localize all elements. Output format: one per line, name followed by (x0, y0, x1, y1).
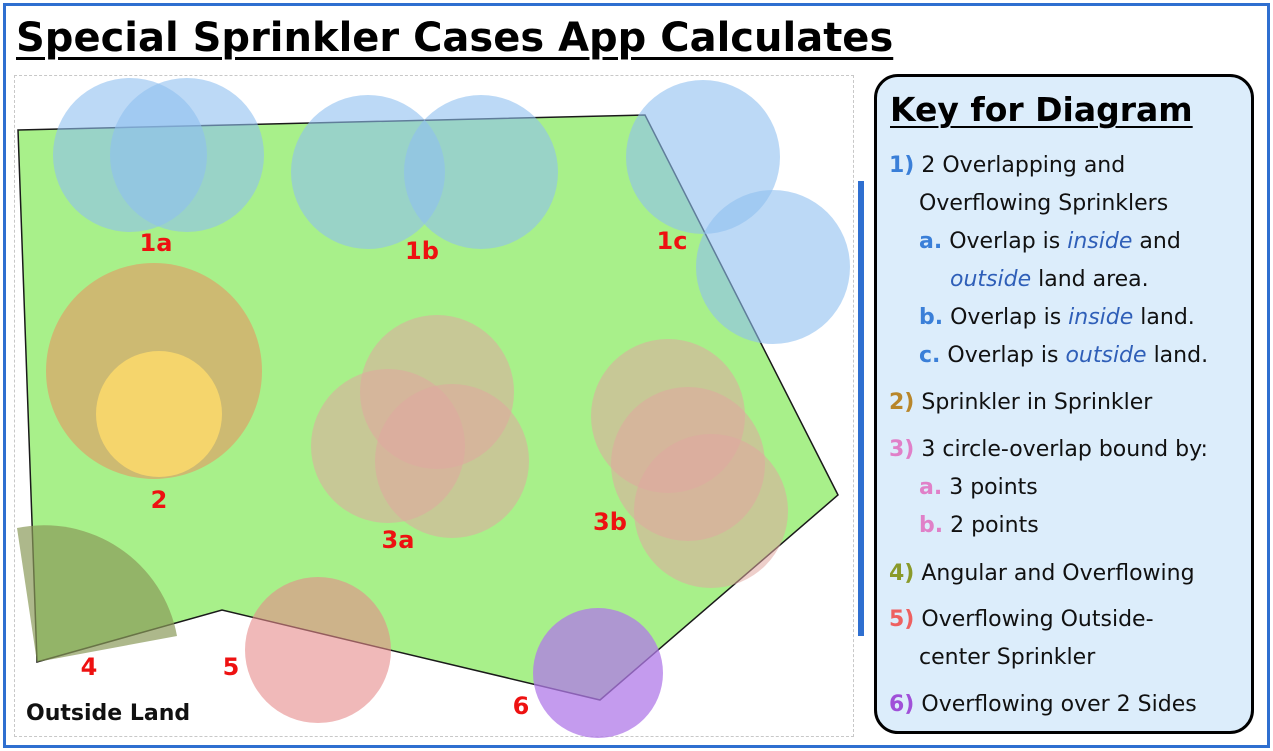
key-item-2: 2) Sprinkler in Sprinkler (889, 388, 1152, 418)
key-item-1b-inside: inside (1068, 305, 1134, 330)
label-5: 5 (223, 653, 240, 681)
key-item-5-line2: center Sprinkler (919, 645, 1096, 670)
key-item-1c-letter: c. (919, 343, 941, 368)
key-item-6-text: Overflowing over 2 Sides (921, 692, 1197, 717)
key-item-3a: a. 3 points (919, 473, 1038, 503)
key-item-1c-outside: outside (1065, 343, 1147, 368)
label-1a: 1a (140, 229, 173, 257)
key-item-1a: a. Overlap is inside and (919, 227, 1181, 257)
key-item-1-line2-row: Overflowing Sprinklers (919, 189, 1168, 219)
key-item-1-line2: Overflowing Sprinklers (919, 191, 1169, 216)
key-item-6-number: 6) (889, 692, 915, 717)
label-1c: 1c (657, 227, 688, 255)
sprinkler-6 (533, 608, 663, 738)
sprinkler-1b-right (404, 95, 558, 249)
sprinkler-1b-left (291, 95, 445, 249)
key-item-5-line2-row: center Sprinkler (919, 643, 1095, 673)
key-item-5-line1: Overflowing Outside- (921, 607, 1154, 632)
sprinkler-3a-right (375, 384, 529, 538)
key-item-1b-letter: b. (919, 305, 944, 330)
key-item-3b: b. 2 points (919, 511, 1039, 541)
key-item-1a-post: land area. (1038, 267, 1149, 292)
label-2: 2 (151, 486, 168, 514)
key-item-1b-pre: Overlap is (950, 305, 1062, 330)
key-item-6: 6) Overflowing over 2 Sides (889, 690, 1197, 720)
label-4: 4 (81, 653, 98, 681)
key-item-3b-letter: b. (919, 513, 944, 538)
key-item-2-number: 2) (889, 390, 915, 415)
key-item-3b-text: 2 points (950, 513, 1039, 538)
sprinkler-2-inner (96, 351, 222, 477)
key-item-4-number: 4) (889, 561, 915, 586)
label-3b: 3b (593, 508, 627, 536)
key-item-1a-mid: and (1139, 229, 1181, 254)
key-item-5: 5) Overflowing Outside- (889, 605, 1154, 635)
label-1b: 1b (405, 237, 439, 265)
key-item-4-text: Angular and Overflowing (921, 561, 1195, 586)
sprinkler-5 (245, 577, 391, 723)
sprinkler-4-sector (17, 525, 177, 662)
diagram-area (14, 75, 854, 737)
sprinkler-1c-top (626, 80, 780, 234)
outside-land-label: Outside Land (26, 701, 190, 726)
key-item-1: 1) 2 Overlapping and (889, 151, 1125, 181)
key-item-1-line1: 2 Overlapping and (921, 153, 1126, 178)
key-item-1a-outside: outside (950, 267, 1032, 292)
key-item-5-number: 5) (889, 607, 915, 632)
label-6: 6 (513, 692, 530, 720)
key-panel: Key for Diagram 1) 2 Overlapping and Ove… (874, 74, 1254, 734)
key-item-1c-post: land. (1153, 343, 1209, 368)
key-title: Key for Diagram (890, 90, 1193, 129)
key-item-1a-pre: Overlap is (949, 229, 1061, 254)
key-item-1c: c. Overlap is outside land. (919, 341, 1208, 371)
key-item-3a-text: 3 points (949, 475, 1038, 500)
sprinkler-3b-bottom (634, 434, 788, 588)
key-item-1a-letter: a. (919, 229, 943, 254)
key-item-1-number: 1) (889, 153, 915, 178)
key-item-3-number: 3) (889, 437, 915, 462)
key-item-1b: b. Overlap is inside land. (919, 303, 1195, 333)
key-item-3: 3) 3 circle-overlap bound by: (889, 435, 1208, 465)
key-item-1c-pre: Overlap is (947, 343, 1059, 368)
key-item-3-text: 3 circle-overlap bound by: (921, 437, 1208, 462)
sprinkler-1a-right (110, 78, 264, 232)
label-3a: 3a (382, 526, 415, 554)
key-item-3a-letter: a. (919, 475, 943, 500)
sprinkler-1c-bottom (696, 190, 850, 344)
key-item-1b-post: land. (1140, 305, 1195, 330)
divider-bar (858, 181, 864, 636)
key-item-2-text: Sprinkler in Sprinkler (921, 390, 1153, 415)
key-item-1a-inside: inside (1067, 229, 1133, 254)
page-title: Special Sprinkler Cases App Calculates (16, 15, 894, 61)
key-item-1a-line2: outside land area. (950, 265, 1149, 295)
key-item-4: 4) Angular and Overflowing (889, 559, 1195, 589)
